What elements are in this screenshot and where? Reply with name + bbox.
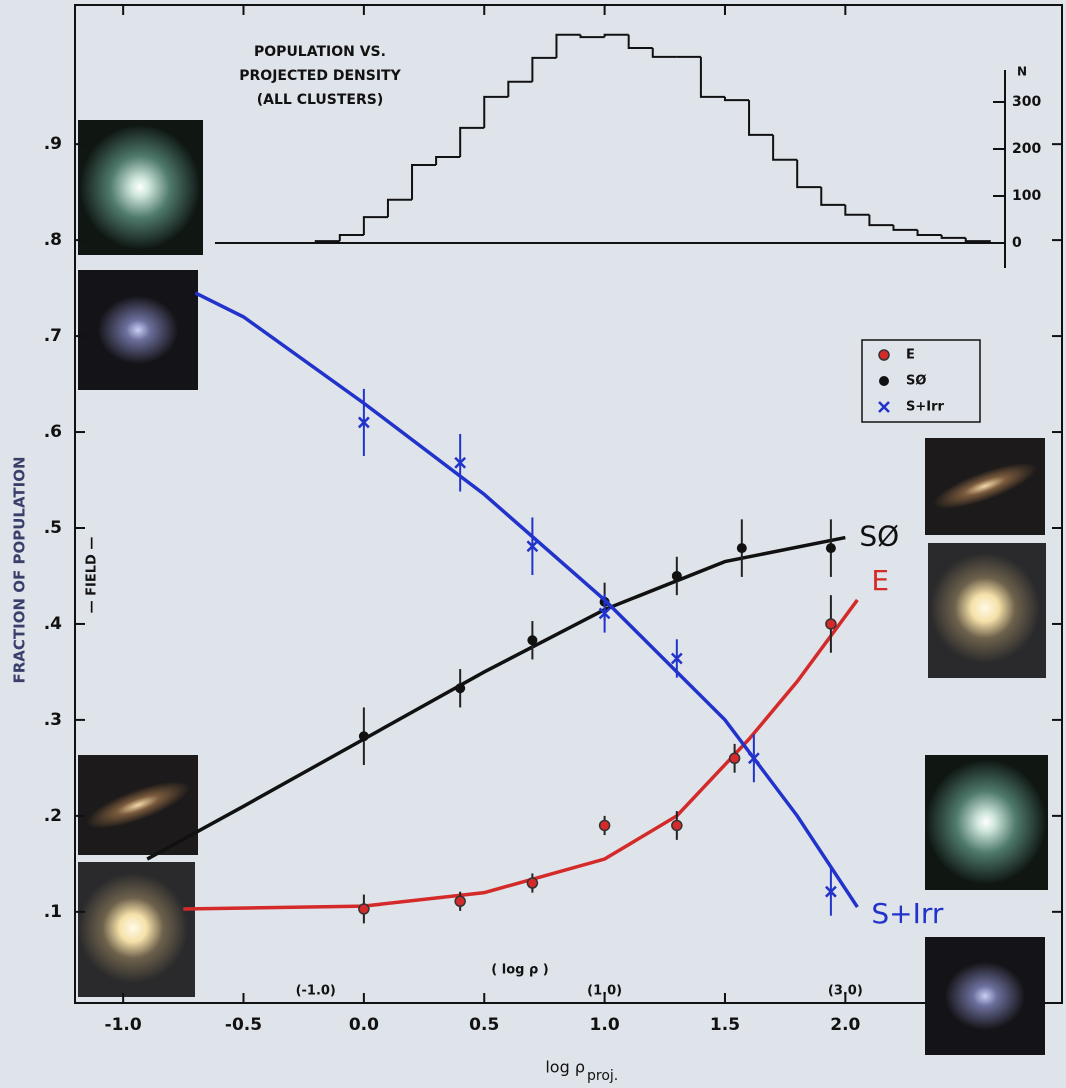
field-annotation: — FIELD —	[85, 537, 100, 614]
plot-frame	[75, 5, 1062, 1003]
hist-bar	[918, 230, 942, 235]
hist-bar	[340, 235, 364, 241]
hist-bar	[893, 225, 917, 230]
data-point	[359, 904, 369, 914]
x2-tick-label: (3.0)	[828, 984, 863, 999]
x-tick-label: 1.5	[710, 1015, 740, 1035]
x-tick-label: 2.0	[830, 1015, 860, 1035]
hist-bar	[460, 128, 484, 157]
legend-label: SØ	[906, 374, 926, 389]
hist-bar	[725, 97, 749, 100]
x-tick-label: 1.0	[590, 1015, 620, 1035]
legend-marker	[879, 376, 889, 386]
data-point	[527, 878, 537, 888]
hist-title: PROJECTED DENSITY	[239, 68, 401, 84]
y-tick-label: .3	[44, 710, 62, 730]
legend-label: E	[906, 348, 915, 363]
fit-line	[195, 293, 857, 907]
hist-bar	[581, 35, 605, 37]
fit-line	[147, 538, 845, 859]
hist-bar	[605, 35, 629, 37]
data-point	[826, 543, 836, 553]
hist-bar	[412, 165, 436, 200]
hist-y-tick-label: 0	[1012, 235, 1022, 251]
hist-bar	[773, 135, 797, 160]
y-tick-label: .9	[44, 134, 62, 154]
series-label: S+Irr	[871, 897, 944, 930]
hist-bar	[749, 100, 773, 135]
data-point	[455, 683, 465, 693]
hist-bar	[532, 58, 556, 82]
legend-marker	[879, 350, 889, 360]
data-point	[600, 820, 610, 830]
legend-label: S+Irr	[906, 400, 945, 415]
y-tick-label: .5	[44, 518, 62, 538]
hist-bar	[869, 215, 893, 225]
x-tick-label: 0.0	[349, 1015, 379, 1035]
data-point	[359, 731, 369, 741]
x2-tick-label: (-1.0)	[296, 984, 336, 999]
x2-axis-label: ( log ρ )	[491, 963, 548, 978]
hist-bar	[556, 35, 580, 58]
y-tick-label: .2	[44, 806, 62, 826]
hist-y-tick-label: 300	[1012, 94, 1041, 110]
hist-bar	[821, 187, 845, 205]
y-axis-label: FRACTION OF POPULATION	[11, 456, 29, 683]
hist-bar	[484, 97, 508, 128]
hist-bar	[388, 200, 412, 217]
hist-bar	[436, 157, 460, 165]
y-tick-label: .6	[44, 422, 62, 442]
data-point	[672, 820, 682, 830]
hist-bar	[629, 35, 653, 48]
x-tick-label: -1.0	[105, 1015, 142, 1035]
x2-tick-label: (1.0)	[587, 984, 622, 999]
y-tick-label: .1	[44, 902, 62, 922]
hist-y-label: N	[1017, 65, 1027, 79]
hist-bar	[701, 57, 725, 97]
data-point	[527, 635, 537, 645]
x-tick-label: 0.5	[469, 1015, 499, 1035]
hist-y-tick-label: 100	[1012, 188, 1041, 204]
y-tick-label: .7	[44, 326, 62, 346]
data-point	[826, 619, 836, 629]
hist-bar	[364, 217, 388, 235]
data-point	[730, 753, 740, 763]
hist-y-tick-label: 200	[1012, 141, 1041, 157]
chart: FRACTION OF POPULATION — FIELD — ( log ρ…	[0, 0, 1066, 1088]
data-point	[737, 543, 747, 553]
y-tick-label: .4	[44, 614, 62, 634]
x-axis-label: log ρ	[545, 1058, 585, 1077]
hist-bar	[942, 235, 966, 238]
y-tick-label: .8	[44, 230, 62, 250]
hist-title: POPULATION VS.	[254, 44, 386, 60]
hist-bar	[797, 160, 821, 187]
x-axis-label-sub: proj.	[587, 1068, 618, 1084]
legend-marker	[879, 402, 889, 412]
hist-bar	[508, 82, 532, 97]
hist-title: (ALL CLUSTERS)	[257, 92, 383, 108]
data-point	[672, 571, 682, 581]
hist-bar	[653, 48, 677, 57]
hist-bar	[845, 205, 869, 215]
data-point	[455, 896, 465, 906]
x-tick-label: -0.5	[225, 1015, 262, 1035]
series-label: E	[871, 564, 889, 597]
series-label: SØ	[859, 520, 899, 553]
